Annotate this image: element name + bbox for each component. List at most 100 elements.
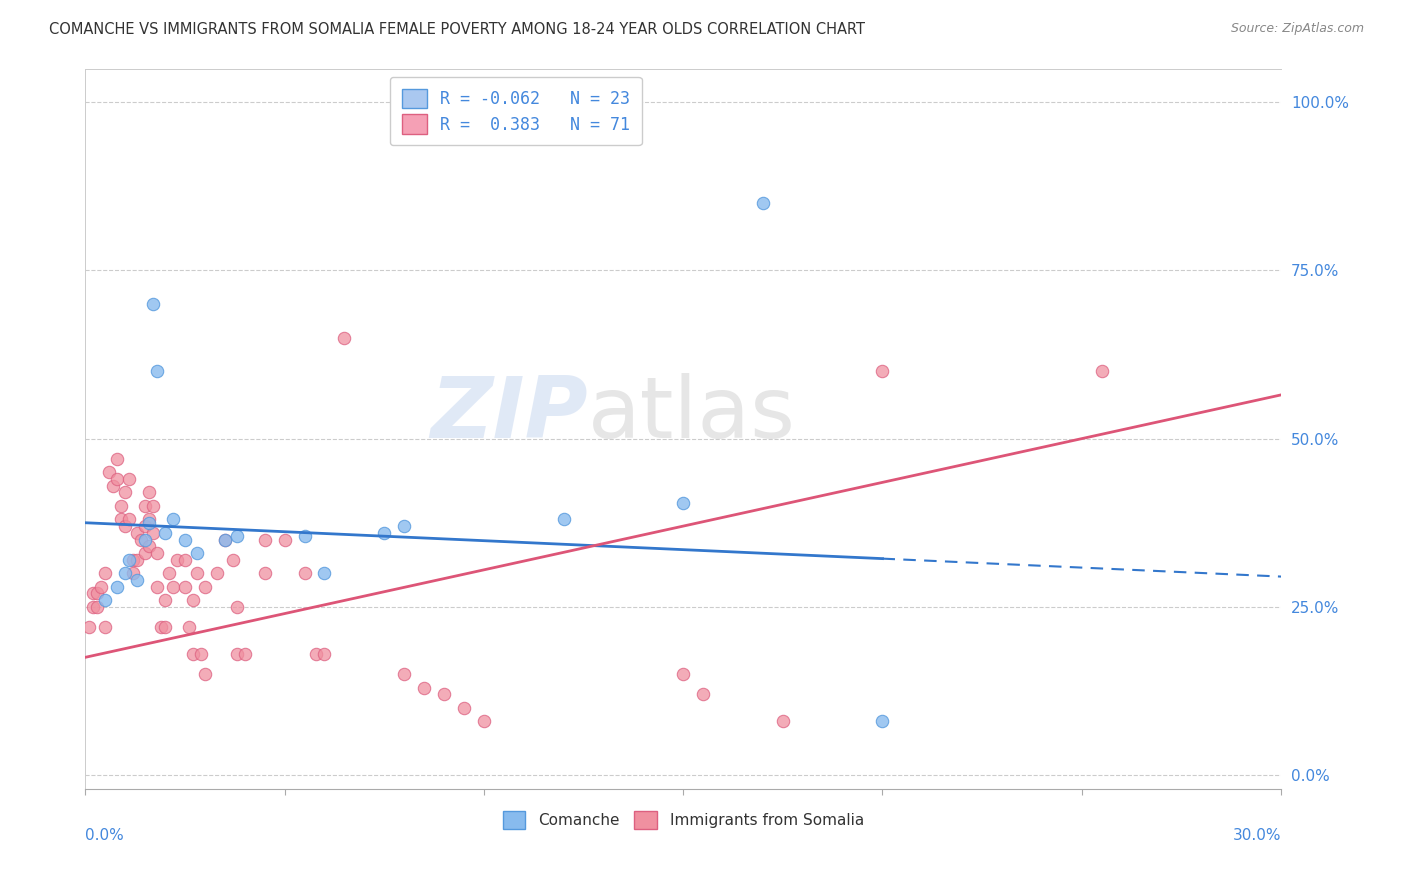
Point xyxy=(105,472,128,486)
Point xyxy=(157,566,180,581)
Point xyxy=(373,525,395,540)
Point xyxy=(146,546,169,560)
Point xyxy=(118,512,141,526)
Point xyxy=(82,586,104,600)
Point xyxy=(142,297,165,311)
Point xyxy=(253,566,276,581)
Point xyxy=(472,714,495,729)
Point xyxy=(273,533,295,547)
Point xyxy=(138,539,160,553)
Point xyxy=(692,687,714,701)
Point xyxy=(752,196,775,211)
Point xyxy=(174,580,197,594)
Point xyxy=(194,667,217,681)
Point xyxy=(129,533,152,547)
Point xyxy=(134,499,156,513)
Point xyxy=(453,700,475,714)
Point xyxy=(79,620,101,634)
Point xyxy=(872,364,894,378)
Point xyxy=(233,647,256,661)
Point xyxy=(214,533,236,547)
Point xyxy=(153,593,176,607)
Point xyxy=(122,553,145,567)
Point xyxy=(253,533,276,547)
Point xyxy=(174,533,197,547)
Point xyxy=(142,525,165,540)
Text: 30.0%: 30.0% xyxy=(1233,828,1281,843)
Point xyxy=(872,714,894,729)
Text: atlas: atlas xyxy=(588,373,796,456)
Text: Source: ZipAtlas.com: Source: ZipAtlas.com xyxy=(1230,22,1364,36)
Text: ZIP: ZIP xyxy=(430,373,588,456)
Point xyxy=(225,599,247,614)
Point xyxy=(94,593,117,607)
Point xyxy=(166,553,188,567)
Point xyxy=(186,546,208,560)
Point xyxy=(205,566,228,581)
Point xyxy=(162,512,184,526)
Point xyxy=(553,512,575,526)
Point xyxy=(118,553,141,567)
Point xyxy=(118,472,141,486)
Point xyxy=(186,566,208,581)
Point xyxy=(174,553,197,567)
Point xyxy=(138,485,160,500)
Point xyxy=(134,546,156,560)
Point xyxy=(105,451,128,466)
Point xyxy=(294,566,316,581)
Point xyxy=(138,516,160,530)
Point xyxy=(114,519,136,533)
Point xyxy=(392,519,415,533)
Point xyxy=(214,533,236,547)
Point xyxy=(114,485,136,500)
Point xyxy=(190,647,212,661)
Point xyxy=(162,580,184,594)
Point xyxy=(103,479,125,493)
Point xyxy=(672,667,695,681)
Point xyxy=(142,499,165,513)
Point xyxy=(153,525,176,540)
Point xyxy=(86,586,108,600)
Text: COMANCHE VS IMMIGRANTS FROM SOMALIA FEMALE POVERTY AMONG 18-24 YEAR OLDS CORRELA: COMANCHE VS IMMIGRANTS FROM SOMALIA FEMA… xyxy=(49,22,865,37)
Point xyxy=(392,667,415,681)
Point xyxy=(150,620,173,634)
Point xyxy=(153,620,176,634)
Point xyxy=(225,529,247,543)
Point xyxy=(114,566,136,581)
Point xyxy=(146,580,169,594)
Point xyxy=(413,681,436,695)
Point xyxy=(772,714,794,729)
Point xyxy=(82,599,104,614)
Point xyxy=(433,687,456,701)
Point xyxy=(127,573,149,587)
Point xyxy=(134,519,156,533)
Point xyxy=(90,580,112,594)
Point xyxy=(177,620,200,634)
Point xyxy=(333,331,356,345)
Point xyxy=(138,512,160,526)
Point xyxy=(181,647,204,661)
Point xyxy=(110,499,132,513)
Point xyxy=(94,566,117,581)
Point xyxy=(181,593,204,607)
Point xyxy=(122,566,145,581)
Point xyxy=(94,620,117,634)
Point xyxy=(672,495,695,509)
Point xyxy=(1091,364,1114,378)
Point xyxy=(127,553,149,567)
Point xyxy=(127,525,149,540)
Point xyxy=(110,512,132,526)
Point xyxy=(225,647,247,661)
Point xyxy=(222,553,245,567)
Point xyxy=(105,580,128,594)
Point xyxy=(314,647,336,661)
Point xyxy=(305,647,328,661)
Point xyxy=(294,529,316,543)
Point xyxy=(134,533,156,547)
Point xyxy=(194,580,217,594)
Legend: Comanche, Immigrants from Somalia: Comanche, Immigrants from Somalia xyxy=(496,805,870,835)
Text: 0.0%: 0.0% xyxy=(86,828,124,843)
Point xyxy=(146,364,169,378)
Point xyxy=(98,465,121,479)
Point xyxy=(314,566,336,581)
